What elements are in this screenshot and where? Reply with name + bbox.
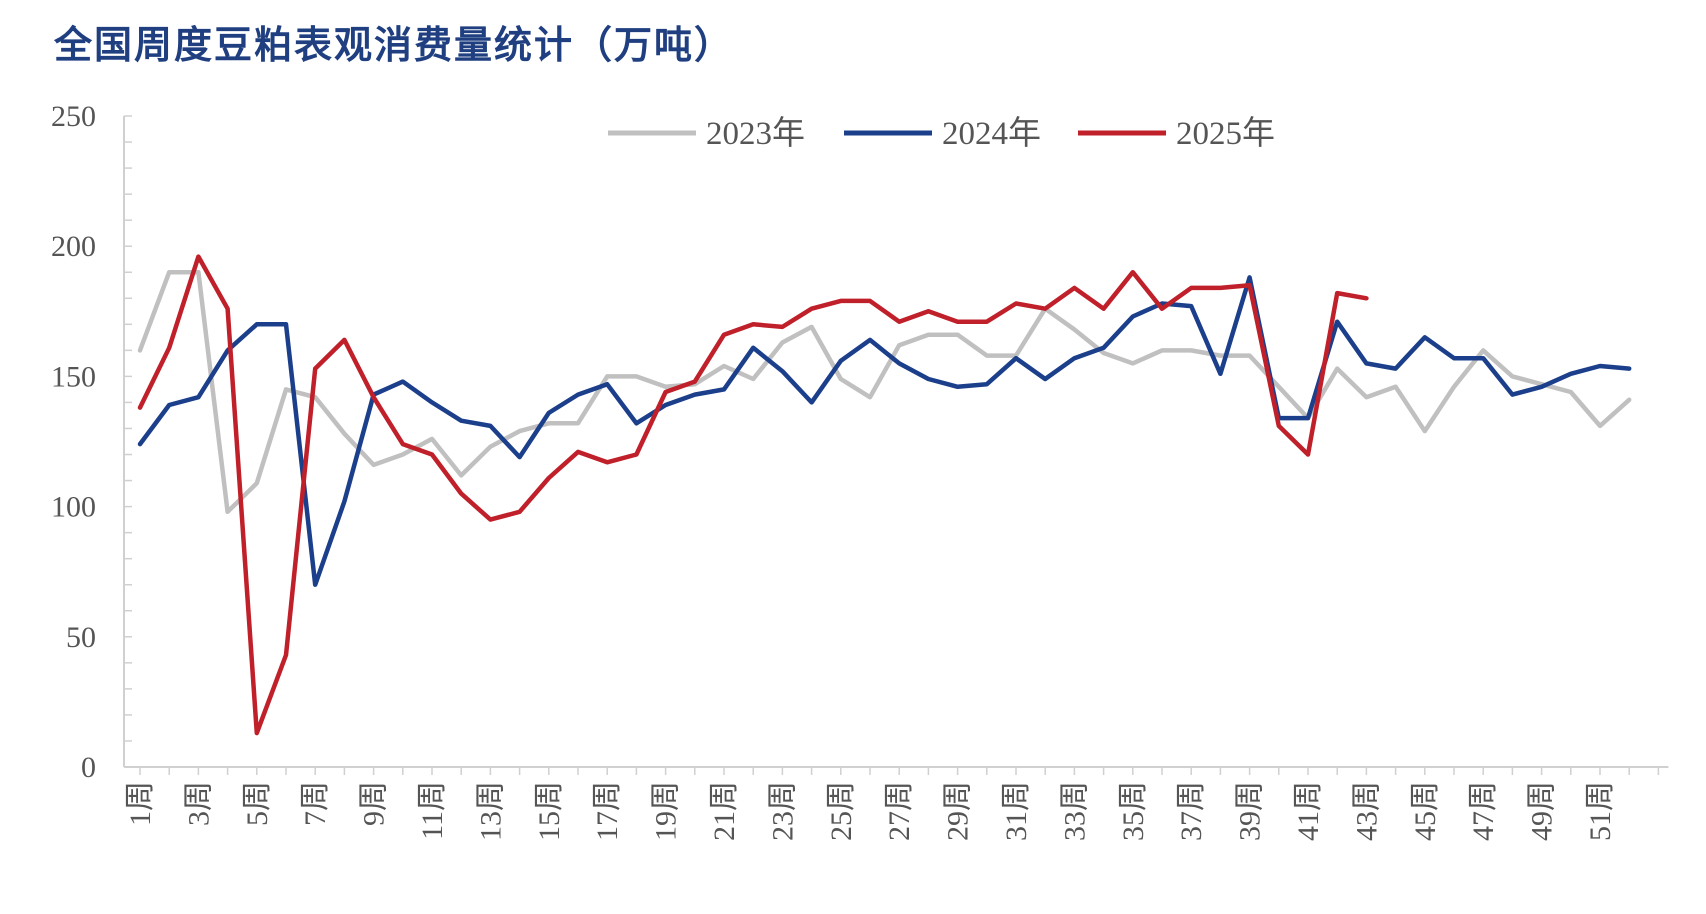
chart-title: 全国周度豆粕表观消费量统计（万吨） [54, 22, 735, 67]
x-tick-label: 29周 [942, 781, 975, 841]
x-tick-label: 5周 [241, 781, 274, 826]
chart-series [137, 254, 1632, 736]
x-tick-label: 19周 [650, 781, 683, 841]
y-tick-label: 200 [51, 230, 96, 263]
x-tick-label: 21周 [708, 781, 741, 841]
y-tick-label: 50 [66, 621, 96, 654]
y-tick-label: 150 [51, 360, 96, 393]
chart-legend: 2023年 2024年 2025年 [608, 115, 1275, 152]
y-tick-label: 250 [51, 100, 96, 133]
x-tick-label: 7周 [299, 781, 332, 826]
legend-label: 2023年 [706, 115, 805, 152]
x-tick-label: 31周 [1000, 781, 1033, 841]
x-tick-label: 9周 [358, 781, 391, 826]
x-tick-label: 33周 [1058, 781, 1091, 841]
x-tick-label: 27周 [883, 781, 916, 841]
chart-axes: 0 50 100 150 200 250 1周 3周 5周 7周 9周 11周 13周 15周 17周 19周… [51, 100, 1669, 841]
x-tick-label: 25周 [825, 781, 858, 841]
x-tick-label: 41周 [1292, 781, 1325, 841]
series-line-2024年 [137, 275, 1632, 587]
y-tick-label: 100 [51, 491, 96, 524]
x-tick-label: 23周 [766, 781, 799, 841]
x-tick-label: 47周 [1467, 781, 1500, 841]
y-tick-label: 0 [81, 751, 96, 784]
legend-label: 2024年 [942, 115, 1041, 152]
x-tick-label: 35周 [1117, 781, 1150, 841]
series-line-2025年 [137, 254, 1369, 736]
x-tick-label: 39周 [1234, 781, 1267, 841]
x-tick-label: 1周 [124, 781, 157, 826]
x-tick-label: 51周 [1584, 781, 1617, 841]
x-tick-label: 45周 [1409, 781, 1442, 841]
legend-label: 2025年 [1176, 115, 1275, 152]
x-tick-label: 37周 [1175, 781, 1208, 841]
x-tick-label: 43周 [1350, 781, 1383, 841]
x-tick-label: 13周 [474, 781, 507, 841]
x-tick-label: 15周 [533, 781, 566, 841]
series-line-2023年 [137, 269, 1632, 515]
x-tick-label: 49周 [1526, 781, 1559, 841]
x-tick-label: 11周 [416, 781, 449, 840]
x-tick-label: 17周 [591, 781, 624, 841]
x-tick-label: 3周 [182, 781, 215, 826]
